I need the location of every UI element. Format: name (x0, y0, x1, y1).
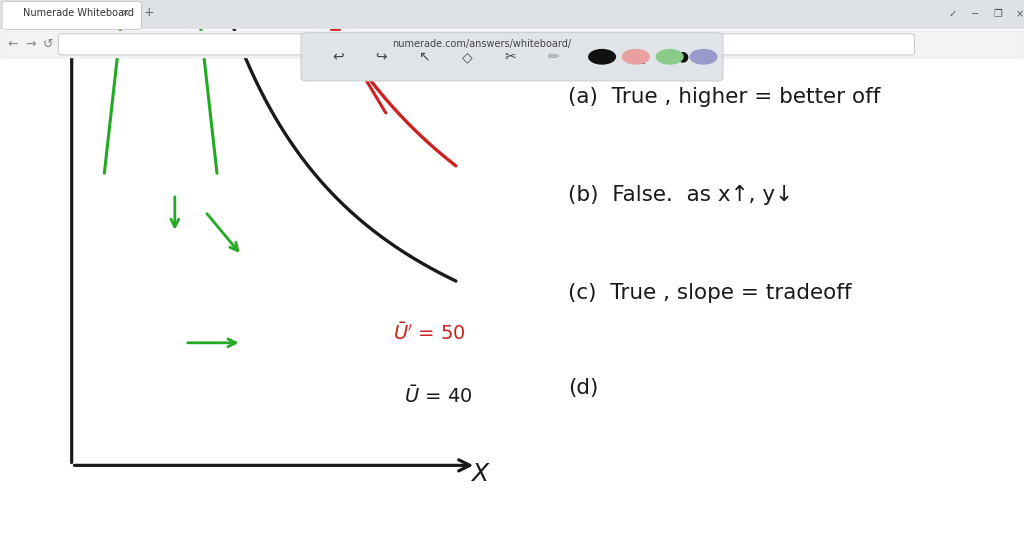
Text: (b)  False.  as x↑, y↓: (b) False. as x↑, y↓ (568, 185, 794, 205)
Text: ↖: ↖ (418, 50, 430, 64)
Text: A: A (591, 50, 601, 64)
FancyBboxPatch shape (301, 33, 723, 81)
Text: ✏: ✏ (547, 50, 559, 64)
Circle shape (623, 50, 649, 64)
Text: (a)  True , higher = better off: (a) True , higher = better off (568, 87, 881, 107)
Text: ✂: ✂ (504, 50, 516, 64)
Text: X: X (471, 461, 487, 486)
Text: ↩: ↩ (332, 50, 344, 64)
Circle shape (589, 50, 615, 64)
Circle shape (690, 50, 717, 64)
Text: ◇: ◇ (462, 50, 472, 64)
Text: Y: Y (52, 7, 67, 32)
Text: ↺: ↺ (43, 38, 53, 51)
FancyBboxPatch shape (58, 34, 914, 55)
Circle shape (656, 50, 683, 64)
Text: ×: × (1016, 9, 1024, 19)
Text: numerade.com/answers/whiteboard/: numerade.com/answers/whiteboard/ (392, 39, 570, 49)
FancyBboxPatch shape (0, 31, 1024, 58)
Text: ❐: ❐ (993, 9, 1001, 19)
FancyBboxPatch shape (2, 2, 141, 29)
Text: ●: ● (676, 50, 688, 64)
Text: −: − (971, 9, 979, 19)
Text: $\bar{U}$ = 40: $\bar{U}$ = 40 (404, 385, 473, 407)
Text: →: → (26, 38, 36, 51)
Text: Numerade Whiteboard: Numerade Whiteboard (23, 8, 133, 18)
Text: (d): (d) (568, 378, 599, 398)
Text: ×: × (120, 8, 130, 18)
Text: ▣: ▣ (633, 50, 645, 64)
FancyBboxPatch shape (0, 0, 1024, 29)
Text: +: + (143, 7, 154, 19)
Text: ←: ← (7, 38, 17, 51)
Text: $\bar{U}^{\prime}$ = 50: $\bar{U}^{\prime}$ = 50 (393, 322, 466, 345)
Text: ↪: ↪ (375, 50, 387, 64)
Text: (c)  True , slope = tradeoff: (c) True , slope = tradeoff (568, 283, 852, 302)
Text: ✓: ✓ (948, 9, 956, 19)
